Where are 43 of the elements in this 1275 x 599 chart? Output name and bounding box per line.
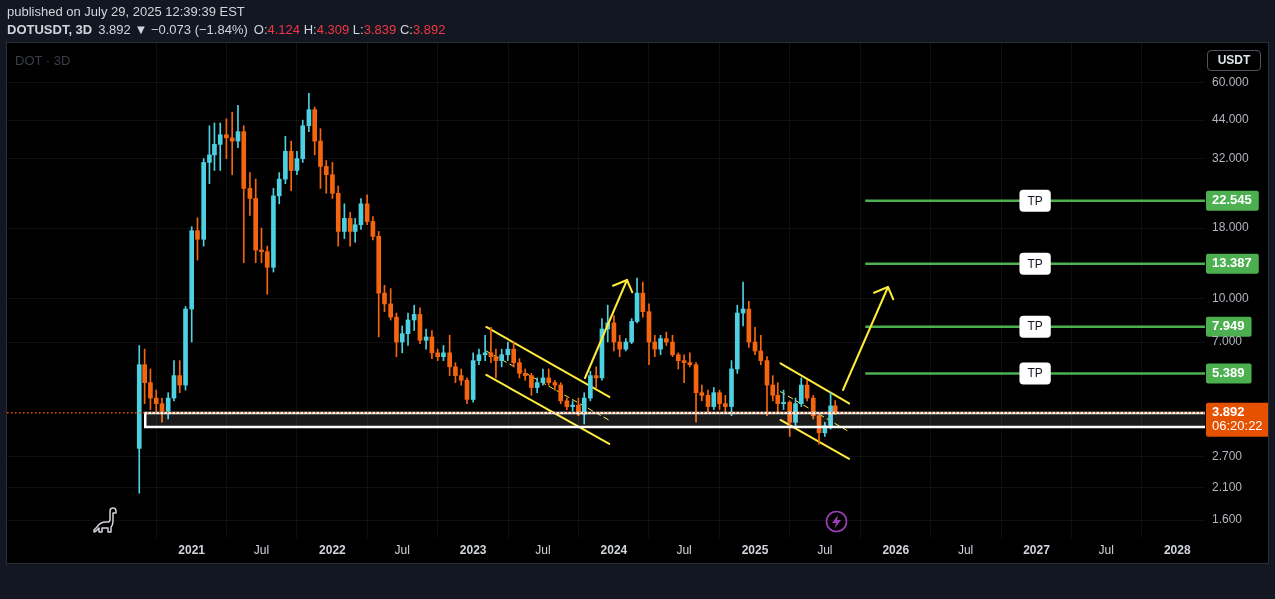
y-tick-label: 13.387: [1212, 255, 1252, 271]
candlestick: [493, 348, 499, 379]
ref-line-label: TP: [1027, 193, 1043, 208]
y-tick-label: 2.700: [1212, 449, 1243, 464]
x-tick-label: Jul: [1098, 542, 1114, 557]
annotation: DOT · 3D: [15, 53, 71, 68]
chart-subtitle: published on July 29, 2025 12:39:39 EST: [7, 4, 245, 19]
candlestick: [411, 304, 417, 331]
text: O:4.124 H:4.309 L:3.839 C:3.892: [253, 22, 446, 37]
x-tick-label: 2028: [1163, 542, 1191, 557]
y-tick-label: 44.000: [1212, 112, 1250, 127]
y-tick-label: 18.000: [1212, 220, 1250, 235]
ref-line-label: TP: [1027, 256, 1043, 271]
y-tick-label: 60.000: [1212, 75, 1250, 90]
x-tick-label: Jul: [676, 542, 692, 557]
x-tick-label: Jul: [394, 542, 410, 557]
y-tick-label: 2.100: [1212, 479, 1243, 494]
x-tick-label: 2027: [1023, 542, 1051, 557]
y-tick-label: 22.545: [1212, 192, 1252, 208]
y-tick-label: 7.949: [1212, 318, 1245, 334]
y-tick-label: 10.000: [1212, 291, 1250, 306]
x-tick-label: Jul: [957, 542, 974, 557]
x-tick-label: Jul: [535, 542, 551, 557]
x-tick-label: 2021: [178, 542, 206, 557]
x-tick-label: Jul: [253, 542, 270, 557]
chart-title: DOTUSDT, 3D: [7, 22, 93, 37]
x-tick-label: 2025: [741, 542, 769, 557]
x-tick-label: 2023: [459, 542, 487, 557]
ref-line-label: TP: [1027, 319, 1043, 334]
x-tick-label: Jul: [817, 542, 833, 557]
x-tick-label: 2022: [319, 542, 347, 557]
y-tick-label: 1.600: [1212, 512, 1243, 527]
x-tick-label: 2026: [882, 542, 910, 557]
candlestick: [687, 352, 693, 368]
x-tick-label: 2024: [600, 542, 628, 557]
text: 06:20:22: [1212, 418, 1263, 434]
y-axis-title: USDT: [1207, 50, 1261, 71]
text: 3.892 ▼ −0.073 (−1.84%): [98, 22, 248, 37]
ref-line-label: TP: [1027, 366, 1043, 381]
y-tick-label: 7.000: [1212, 334, 1243, 349]
y-tick-label: 32.000: [1212, 150, 1250, 165]
y-tick-label: 3.892: [1212, 404, 1245, 420]
y-tick-label: 5.389: [1212, 365, 1245, 381]
